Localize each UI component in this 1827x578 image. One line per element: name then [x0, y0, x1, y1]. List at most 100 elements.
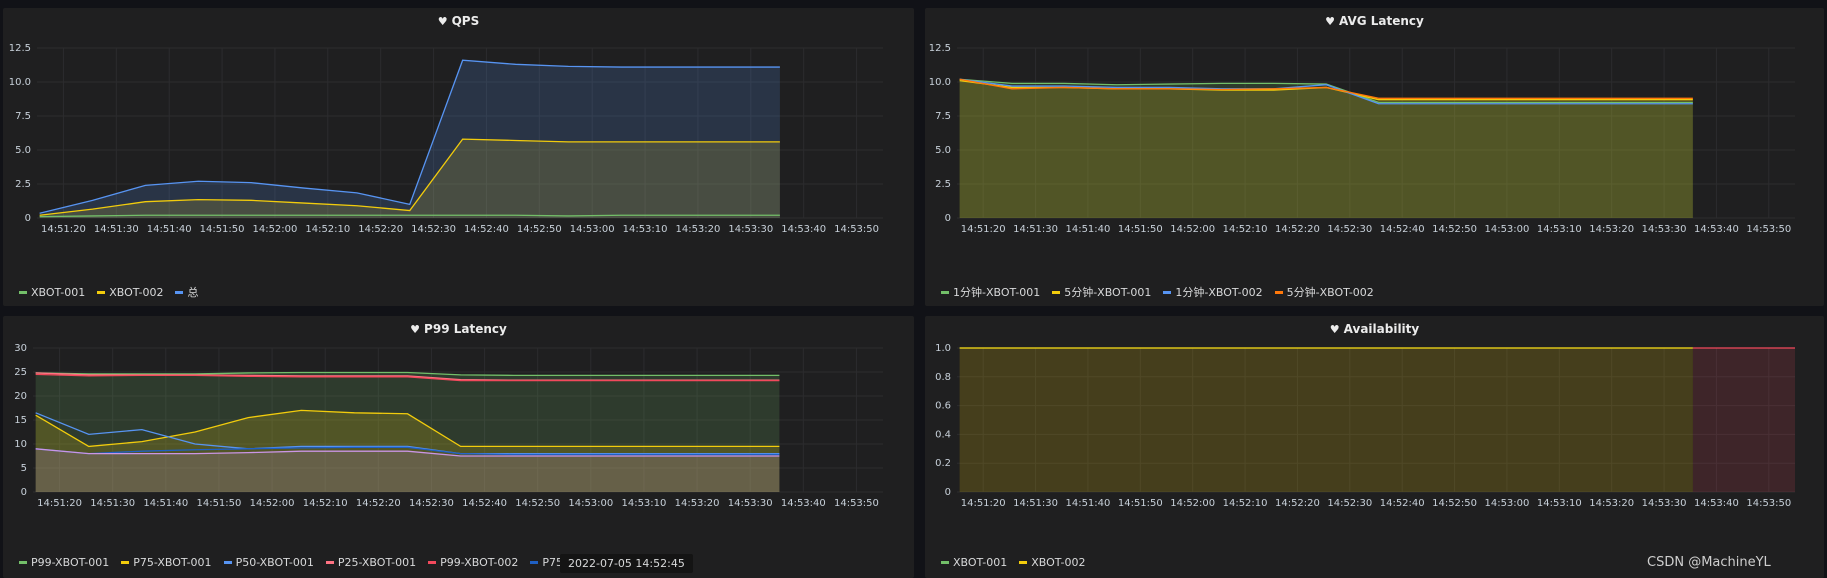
x-tick-label: 14:51:30 [1013, 498, 1058, 509]
x-tick-label: 14:52:50 [1432, 224, 1477, 235]
x-tick-label: 14:51:40 [143, 498, 188, 509]
series-line-qps-2 [39, 59, 780, 214]
area-p99-6 [35, 448, 780, 492]
legend-swatch [1163, 290, 1172, 294]
area-qps-2 [39, 60, 780, 218]
legend-swatch [175, 290, 184, 294]
legend-item[interactable]: 5分钟-XBOT-002 [1274, 284, 1374, 300]
legend-item[interactable]: 总 [175, 284, 198, 300]
y-tick-label: 2.5 [15, 179, 31, 190]
x-tick-label: 14:52:30 [409, 498, 454, 509]
x-tick-label: 14:51:20 [41, 224, 86, 235]
panel-title-avg[interactable]: ♥ AVG Latency [1325, 14, 1424, 28]
legend-label: 总 [187, 286, 199, 299]
x-tick-label: 14:53:40 [781, 498, 826, 509]
x-tick-label: 14:51:50 [196, 498, 241, 509]
legend-swatch [121, 561, 130, 564]
x-tick-label: 14:52:50 [1432, 498, 1477, 509]
legend-label: XBOT-001 [953, 556, 1008, 569]
x-tick-label: 14:51:50 [1118, 224, 1163, 235]
x-tick-label: 14:53:10 [621, 498, 666, 509]
panel-avg: ♥ AVG Latency 0 2.5 5.0 7.5 10.0 12.5 14:51:20 1… [925, 8, 1824, 306]
legend-item[interactable]: XBOT-002 [97, 284, 163, 300]
x-tick-label: 14:52:20 [1275, 498, 1320, 509]
legend-item[interactable]: 1分钟-XBOT-001 [941, 284, 1040, 300]
legend-swatch [1274, 290, 1283, 294]
legend-swatch [19, 290, 27, 294]
x-tick-label: 14:53:00 [1484, 224, 1529, 235]
y-tick-label: 0 [21, 487, 27, 498]
legend-swatch [97, 290, 106, 294]
y-tick-label: 15 [14, 415, 27, 426]
x-tick-label: 14:51:40 [1065, 224, 1110, 235]
legend-label: 5分钟-XBOT-002 [1286, 286, 1374, 299]
y-tick-label: 0 [25, 213, 31, 224]
y-tick-label: 5.0 [935, 145, 951, 156]
legend-item[interactable]: 1分钟-XBOT-002 [1163, 284, 1263, 300]
legend-item[interactable]: P50-XBOT-001 [223, 556, 314, 569]
y-tick-label: 0.4 [935, 429, 951, 440]
legend-item[interactable]: P75-XBOT-001 [121, 556, 212, 569]
legend-item[interactable]: XBOT-002 [1019, 556, 1085, 569]
x-tick-label: 14:52:10 [1223, 224, 1268, 235]
series-line-p99-4 [35, 373, 780, 382]
tooltip-time: 2022-07-05 14:52:45 [560, 554, 693, 573]
y-tick-label: 0.6 [935, 401, 951, 412]
x-tick-label: 14:51:20 [961, 498, 1006, 509]
panel-title-p99[interactable]: ♥ P99 Latency [410, 322, 507, 336]
y-tick-label: 7.5 [15, 111, 31, 122]
x-tick-label: 14:52:10 [303, 498, 348, 509]
x-tick-label: 14:51:30 [90, 498, 135, 509]
panel-title-avail[interactable]: ♥ Availability [1329, 322, 1420, 336]
panel-title-qps[interactable]: ♥ QPS [437, 14, 480, 28]
x-tick-label: 14:51:40 [147, 224, 192, 235]
x-tick-label: 14:53:20 [1589, 498, 1634, 509]
x-tick-label: 14:52:30 [1327, 224, 1372, 235]
legend-swatch [941, 290, 949, 294]
legend-avail: XBOT-001 XBOT-002 [941, 556, 1085, 569]
legend-item[interactable]: P99-XBOT-002 [428, 556, 518, 569]
x-tick-label: 14:52:00 [1170, 224, 1215, 235]
legend-item[interactable]: P25-XBOT-001 [325, 556, 417, 569]
area-avg-0 [959, 79, 1693, 218]
panel-qps: ♥ QPS 0 2.5 5.0 7.5 10.0 12.5 14:51:20 14:51:30 1… [3, 8, 914, 306]
x-tick-label: 14:53:50 [834, 224, 879, 235]
x-tick-label: 14:53:20 [675, 498, 720, 509]
legend-item[interactable]: XBOT-001 [941, 556, 1007, 569]
x-tick-label: 14:53:10 [1537, 224, 1582, 235]
watermark: CSDN @MachineYL [1647, 555, 1771, 570]
series-line-qps-0 [39, 214, 780, 218]
area-qps-1 [39, 139, 780, 218]
panel-avail: ♥ Availability 0 0.2 0.4 0.6 0.8 1.0 14:51:20 14… [925, 316, 1824, 578]
series-line-avg-0 [959, 78, 1693, 104]
x-tick-label: 14:53:50 [1746, 224, 1791, 235]
legend-label: 5分钟-XBOT-001 [1064, 286, 1152, 299]
x-tick-label: 14:52:40 [462, 498, 507, 509]
x-tick-label: 14:52:50 [517, 224, 562, 235]
x-tick-label: 14:51:40 [1065, 498, 1110, 509]
y-tick-label: 5.0 [15, 145, 31, 156]
x-tick-label: 14:52:50 [515, 498, 560, 509]
legend-item[interactable]: 5分钟-XBOT-001 [1052, 284, 1151, 300]
legend-swatch [428, 561, 437, 564]
x-tick-label: 14:53:30 [728, 498, 773, 509]
legend-item[interactable]: P99-XBOT-001 [19, 556, 109, 569]
y-tick-label: 0.8 [935, 372, 951, 383]
legend-swatch [941, 561, 949, 564]
x-tick-label: 14:53:30 [1642, 498, 1687, 509]
x-tick-label: 14:53:40 [1694, 498, 1739, 509]
legend-label: XBOT-002 [109, 285, 164, 299]
chart-avail: 0 0.2 0.4 0.6 0.8 1.0 14:51:20 14:51:30 14:51:40… [935, 343, 1795, 509]
legend-label: P99-XBOT-001 [31, 556, 110, 569]
chart-qps: 0 2.5 5.0 7.5 10.0 12.5 14:51:20 14:51:30 14:51:… [9, 43, 883, 235]
area-avg-1 [959, 80, 1693, 218]
y-tick-label: 12.5 [9, 43, 31, 54]
legend-label: XBOT-001 [31, 285, 86, 299]
legend-label: P50-XBOT-001 [235, 556, 314, 569]
legend-label: P99-XBOT-002 [440, 556, 519, 569]
x-tick-label: 14:53:30 [728, 224, 773, 235]
x-tick-label: 14:53:00 [568, 498, 613, 509]
legend-label: P25-XBOT-001 [337, 556, 417, 569]
heart-icon: ♥ [437, 15, 448, 28]
legend-item[interactable]: XBOT-001 [19, 284, 85, 300]
